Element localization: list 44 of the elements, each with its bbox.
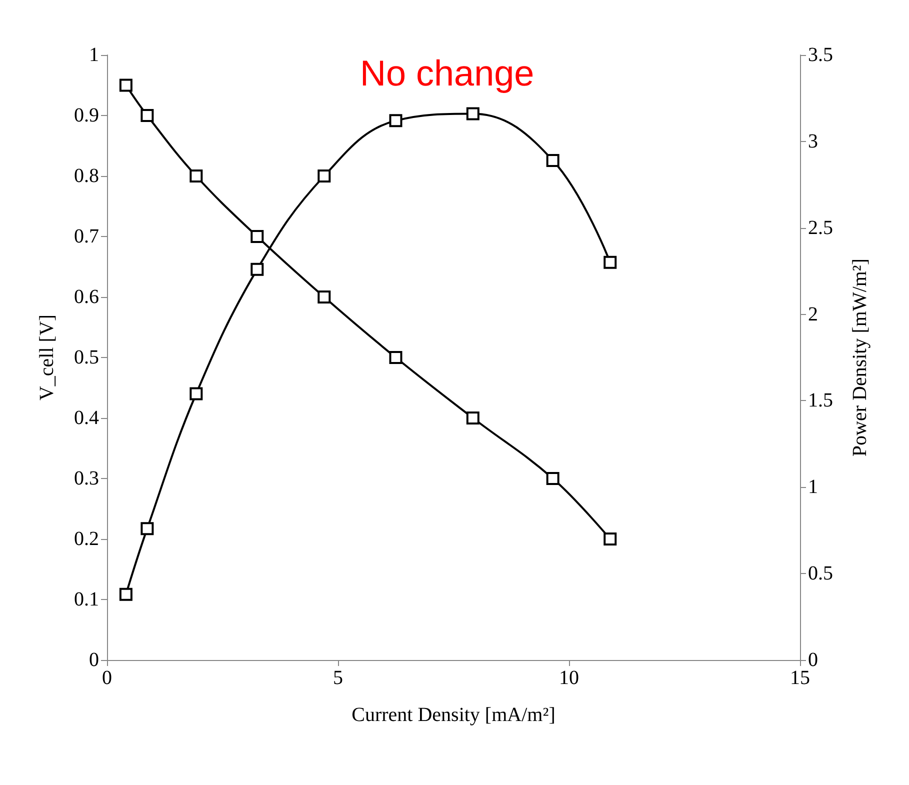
point (604, 532, 617, 546)
y2-tick-label: 2.5 (808, 216, 833, 239)
point (466, 412, 480, 424)
x-axis-title: Current Density [mA/m²] (352, 704, 556, 726)
y2-tick-label: 3 (808, 130, 818, 152)
y-tick-label: 0.3 (74, 468, 99, 490)
y-tick-label: 0 (89, 649, 99, 671)
y2-tick-label: 2 (808, 303, 818, 326)
y-tick-label: 1 (89, 44, 99, 66)
y-tick-label: 0.5 (74, 346, 99, 368)
y-tick-label: 0.6 (74, 286, 99, 308)
point (190, 387, 203, 400)
point (389, 114, 402, 128)
y2-tick-label: 1 (808, 476, 818, 498)
y-axis-title: V_cell [V] (36, 314, 58, 401)
y-tick-label: 0.2 (74, 528, 99, 550)
annotation: No change (360, 52, 534, 94)
y-tick-label: 0.8 (74, 165, 99, 187)
point (250, 262, 264, 276)
x-tick-label: 15 (790, 667, 810, 689)
y2-tick-label: 0 (808, 649, 818, 671)
point (119, 588, 132, 601)
point (546, 472, 560, 485)
point (119, 78, 132, 92)
y-tick-label: 0.1 (74, 588, 99, 610)
point (546, 154, 560, 167)
point (389, 351, 402, 364)
point (140, 522, 154, 536)
point (250, 230, 264, 243)
point (318, 290, 331, 304)
x-tick-label: 5 (333, 667, 343, 689)
point (140, 109, 154, 122)
y-tick-label: 0.9 (74, 104, 99, 126)
point (190, 170, 203, 182)
x-tick-label: 10 (559, 667, 579, 689)
y2-axis-title: Power Density [mW/m²] (849, 258, 871, 457)
point (466, 107, 480, 120)
y-tick-label: 0.4 (74, 407, 99, 429)
point (318, 170, 331, 182)
y2-tick-label: 3.5 (808, 44, 833, 66)
y2-tick-label: 0.5 (808, 562, 833, 585)
point (604, 256, 617, 269)
y-tick-label: 0.7 (74, 226, 99, 248)
y2-tick-label: 1.5 (808, 390, 833, 412)
